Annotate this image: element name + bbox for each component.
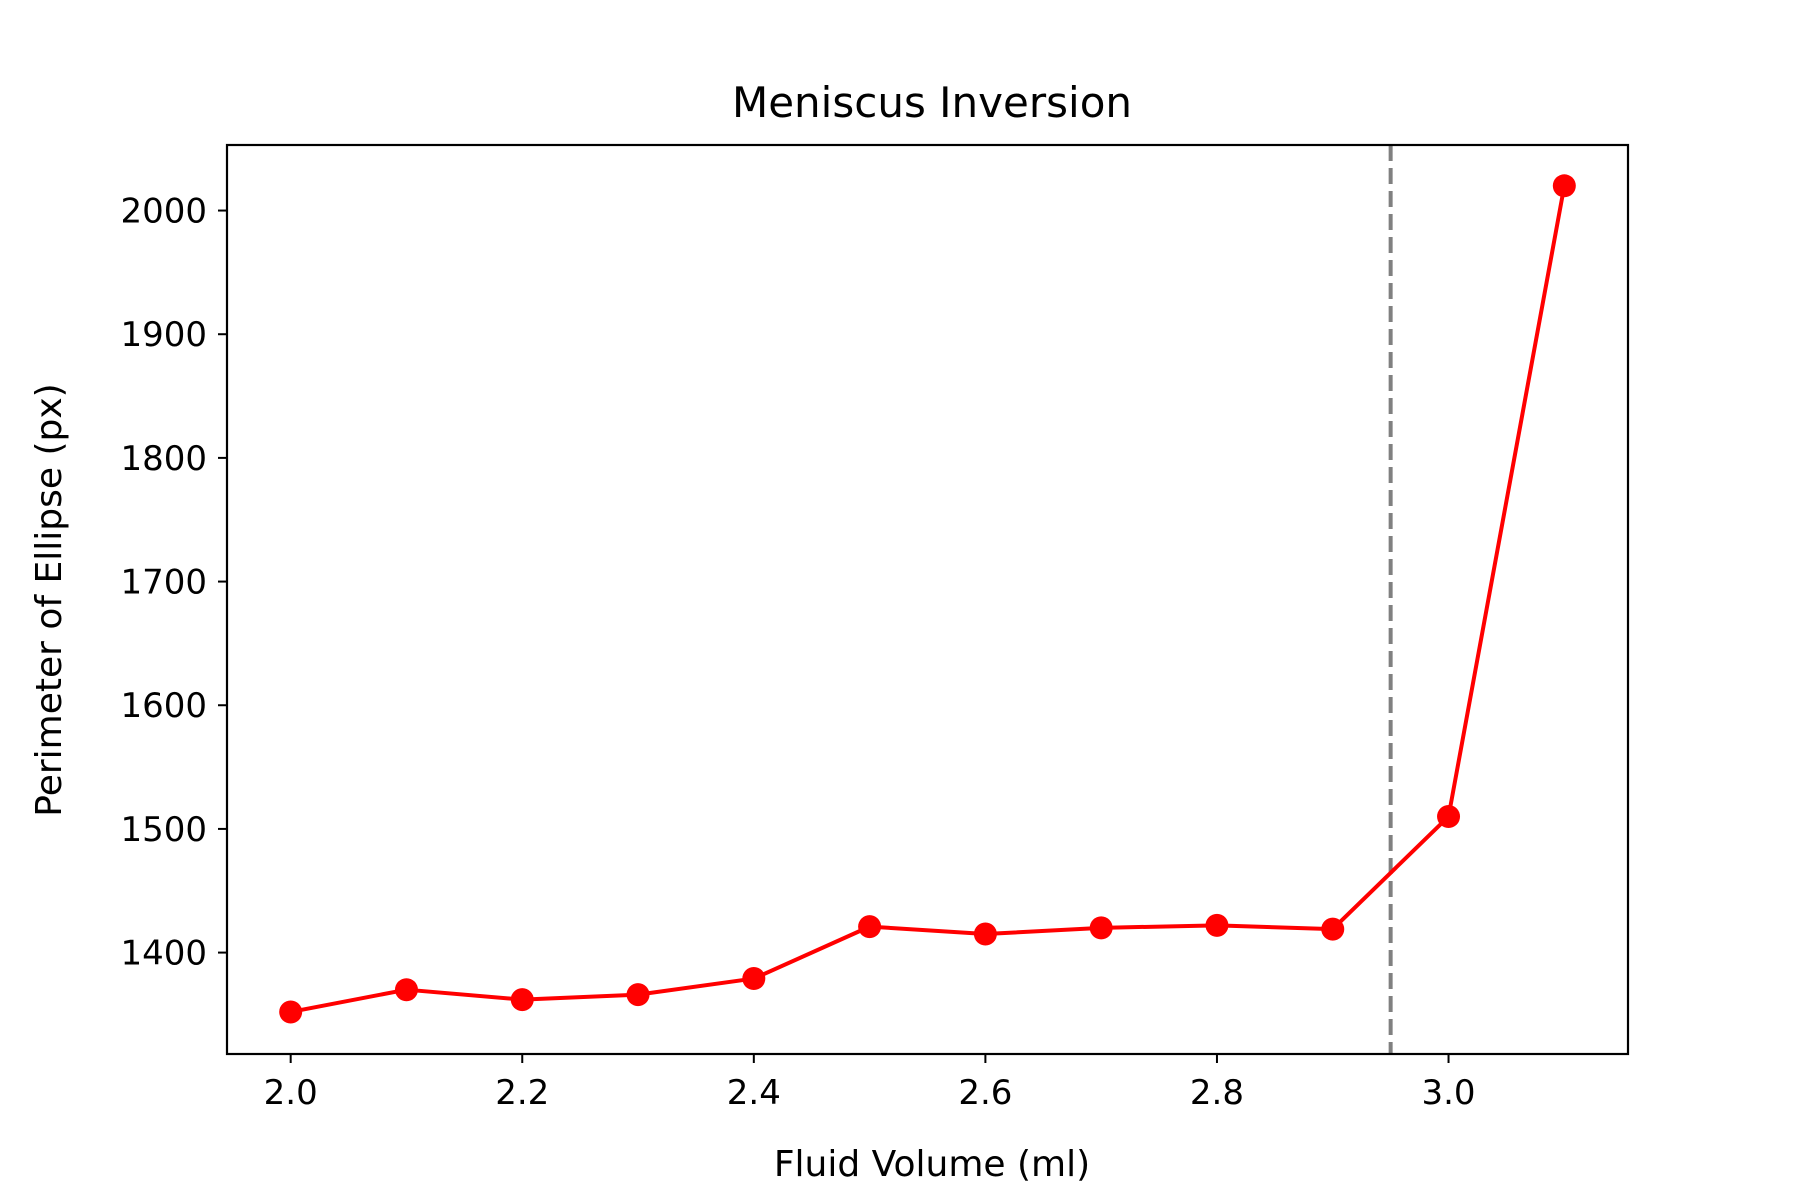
data-point bbox=[742, 967, 766, 991]
y-tick-label: 1900 bbox=[120, 315, 207, 355]
y-axis-title: Perimeter of Ellipse (px) bbox=[29, 383, 70, 816]
x-tick-label: 2.2 bbox=[495, 1073, 549, 1113]
data-point bbox=[279, 1000, 303, 1024]
x-tick-label: 2.0 bbox=[264, 1073, 318, 1113]
data-point bbox=[394, 978, 418, 1002]
data-point bbox=[1437, 805, 1461, 829]
y-tick-label: 1500 bbox=[120, 810, 207, 850]
axes-frame bbox=[225, 143, 1630, 1056]
x-axis-title: Fluid Volume (ml) bbox=[774, 1144, 1090, 1185]
data-point bbox=[510, 988, 534, 1012]
data-point bbox=[1205, 913, 1229, 937]
data-point bbox=[1089, 916, 1113, 940]
y-tick-label: 1600 bbox=[120, 686, 207, 726]
data-point bbox=[1321, 917, 1345, 941]
y-tick-label: 2000 bbox=[120, 192, 207, 232]
data-point bbox=[858, 915, 882, 939]
data-point bbox=[973, 922, 997, 946]
y-tick-label: 1800 bbox=[120, 439, 207, 479]
plot-area bbox=[279, 145, 1576, 1054]
y-tick-label: 1700 bbox=[120, 563, 207, 603]
chart-title: Meniscus Inversion bbox=[732, 78, 1132, 127]
y-tick-label: 1400 bbox=[120, 934, 207, 974]
x-tick-label: 3.0 bbox=[1421, 1073, 1475, 1113]
axes: 2.0 2.2 2.4 2.6 2.8 3.0 1400 1500 1600 1700 1800 19… bbox=[120, 143, 1630, 1113]
x-tick-label: 2.8 bbox=[1190, 1073, 1244, 1113]
x-tick-label: 2.6 bbox=[958, 1073, 1012, 1113]
series-line bbox=[290, 185, 1567, 1014]
data-point bbox=[626, 983, 650, 1007]
x-tick-label: 2.4 bbox=[727, 1073, 781, 1113]
data-point bbox=[1552, 174, 1576, 198]
